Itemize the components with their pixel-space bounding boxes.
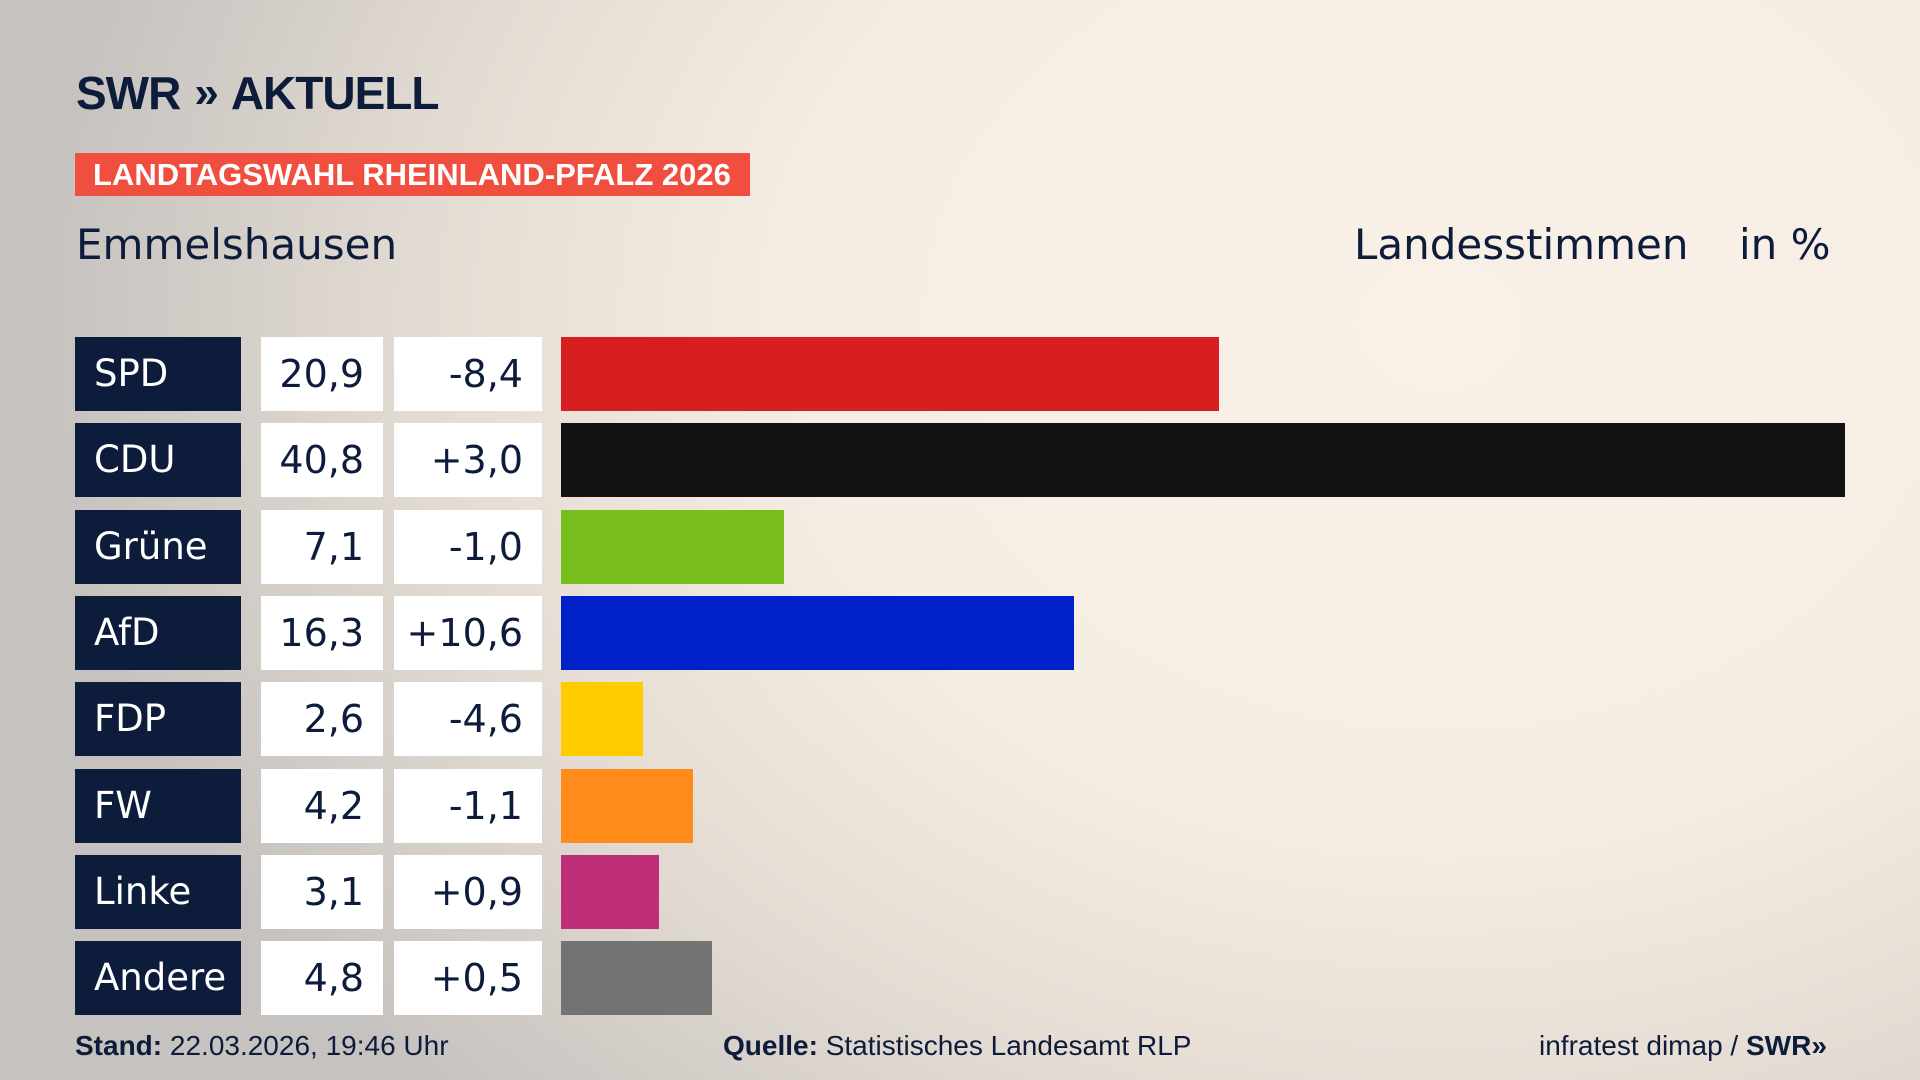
logo-aktuell: AKTUELL bbox=[230, 67, 440, 119]
vote-share: 4,8 bbox=[261, 941, 383, 1016]
credit-text: infratest dimap / bbox=[1539, 1030, 1739, 1061]
bar-andere bbox=[561, 941, 713, 1016]
logo-swr: SWR bbox=[76, 67, 181, 119]
unit-label: in % bbox=[1739, 220, 1831, 269]
chevrons-icon: » bbox=[1811, 1030, 1827, 1061]
vote-change: -4,6 bbox=[394, 682, 542, 757]
vote-change: +0,5 bbox=[394, 941, 542, 1016]
bar-fw bbox=[561, 768, 694, 843]
vote-share: 2,6 bbox=[261, 682, 383, 757]
party-label: Andere bbox=[75, 941, 241, 1016]
timestamp: Stand: 22.03.2026, 19:46 Uhr bbox=[75, 1030, 449, 1062]
vote-type-label: Landesstimmen bbox=[1354, 220, 1689, 269]
vote-share: 7,1 bbox=[261, 509, 383, 584]
party-label: AfD bbox=[75, 595, 241, 670]
vote-share: 20,9 bbox=[261, 337, 383, 411]
chevrons-icon: » bbox=[194, 68, 219, 117]
source-value: Statistisches Landesamt RLP bbox=[825, 1030, 1192, 1061]
bar-fdp bbox=[561, 682, 643, 757]
credit: infratest dimap / SWR» bbox=[1539, 1030, 1827, 1062]
bar-afd bbox=[561, 595, 1074, 670]
party-label: SPD bbox=[75, 337, 241, 411]
stand-label: Stand: bbox=[75, 1030, 163, 1061]
bar-cdu bbox=[561, 423, 1845, 498]
vote-share: 3,1 bbox=[261, 854, 383, 929]
bar-grüne bbox=[561, 509, 785, 584]
vote-change: +0,9 bbox=[394, 854, 542, 929]
vote-change: +3,0 bbox=[394, 423, 542, 498]
source: Quelle: Statistisches Landesamt RLP bbox=[723, 1030, 1191, 1062]
stand-value: 22.03.2026, 19:46 Uhr bbox=[169, 1030, 449, 1061]
vote-change: -1,0 bbox=[394, 509, 542, 584]
vote-share: 40,8 bbox=[261, 423, 383, 498]
party-label: FW bbox=[75, 768, 241, 843]
party-label: FDP bbox=[75, 682, 241, 757]
vote-change: -1,1 bbox=[394, 768, 542, 843]
election-badge: LANDTAGSWAHL RHEINLAND-PFALZ 2026 bbox=[75, 153, 750, 196]
party-label: CDU bbox=[75, 423, 241, 498]
swr-aktuell-logo: SWR » AKTUELL bbox=[76, 67, 439, 119]
party-label: Grüne bbox=[75, 509, 241, 584]
vote-change: -8,4 bbox=[394, 337, 542, 411]
vote-share: 16,3 bbox=[261, 595, 383, 670]
vote-change: +10,6 bbox=[394, 595, 542, 670]
vote-share: 4,2 bbox=[261, 768, 383, 843]
place-title: Emmelshausen bbox=[76, 220, 398, 269]
bar-spd bbox=[561, 337, 1219, 411]
source-label: Quelle: bbox=[723, 1030, 818, 1061]
party-label: Linke bbox=[75, 854, 241, 929]
bar-linke bbox=[561, 854, 659, 929]
credit-swr-logo: SWR bbox=[1745, 1030, 1812, 1061]
